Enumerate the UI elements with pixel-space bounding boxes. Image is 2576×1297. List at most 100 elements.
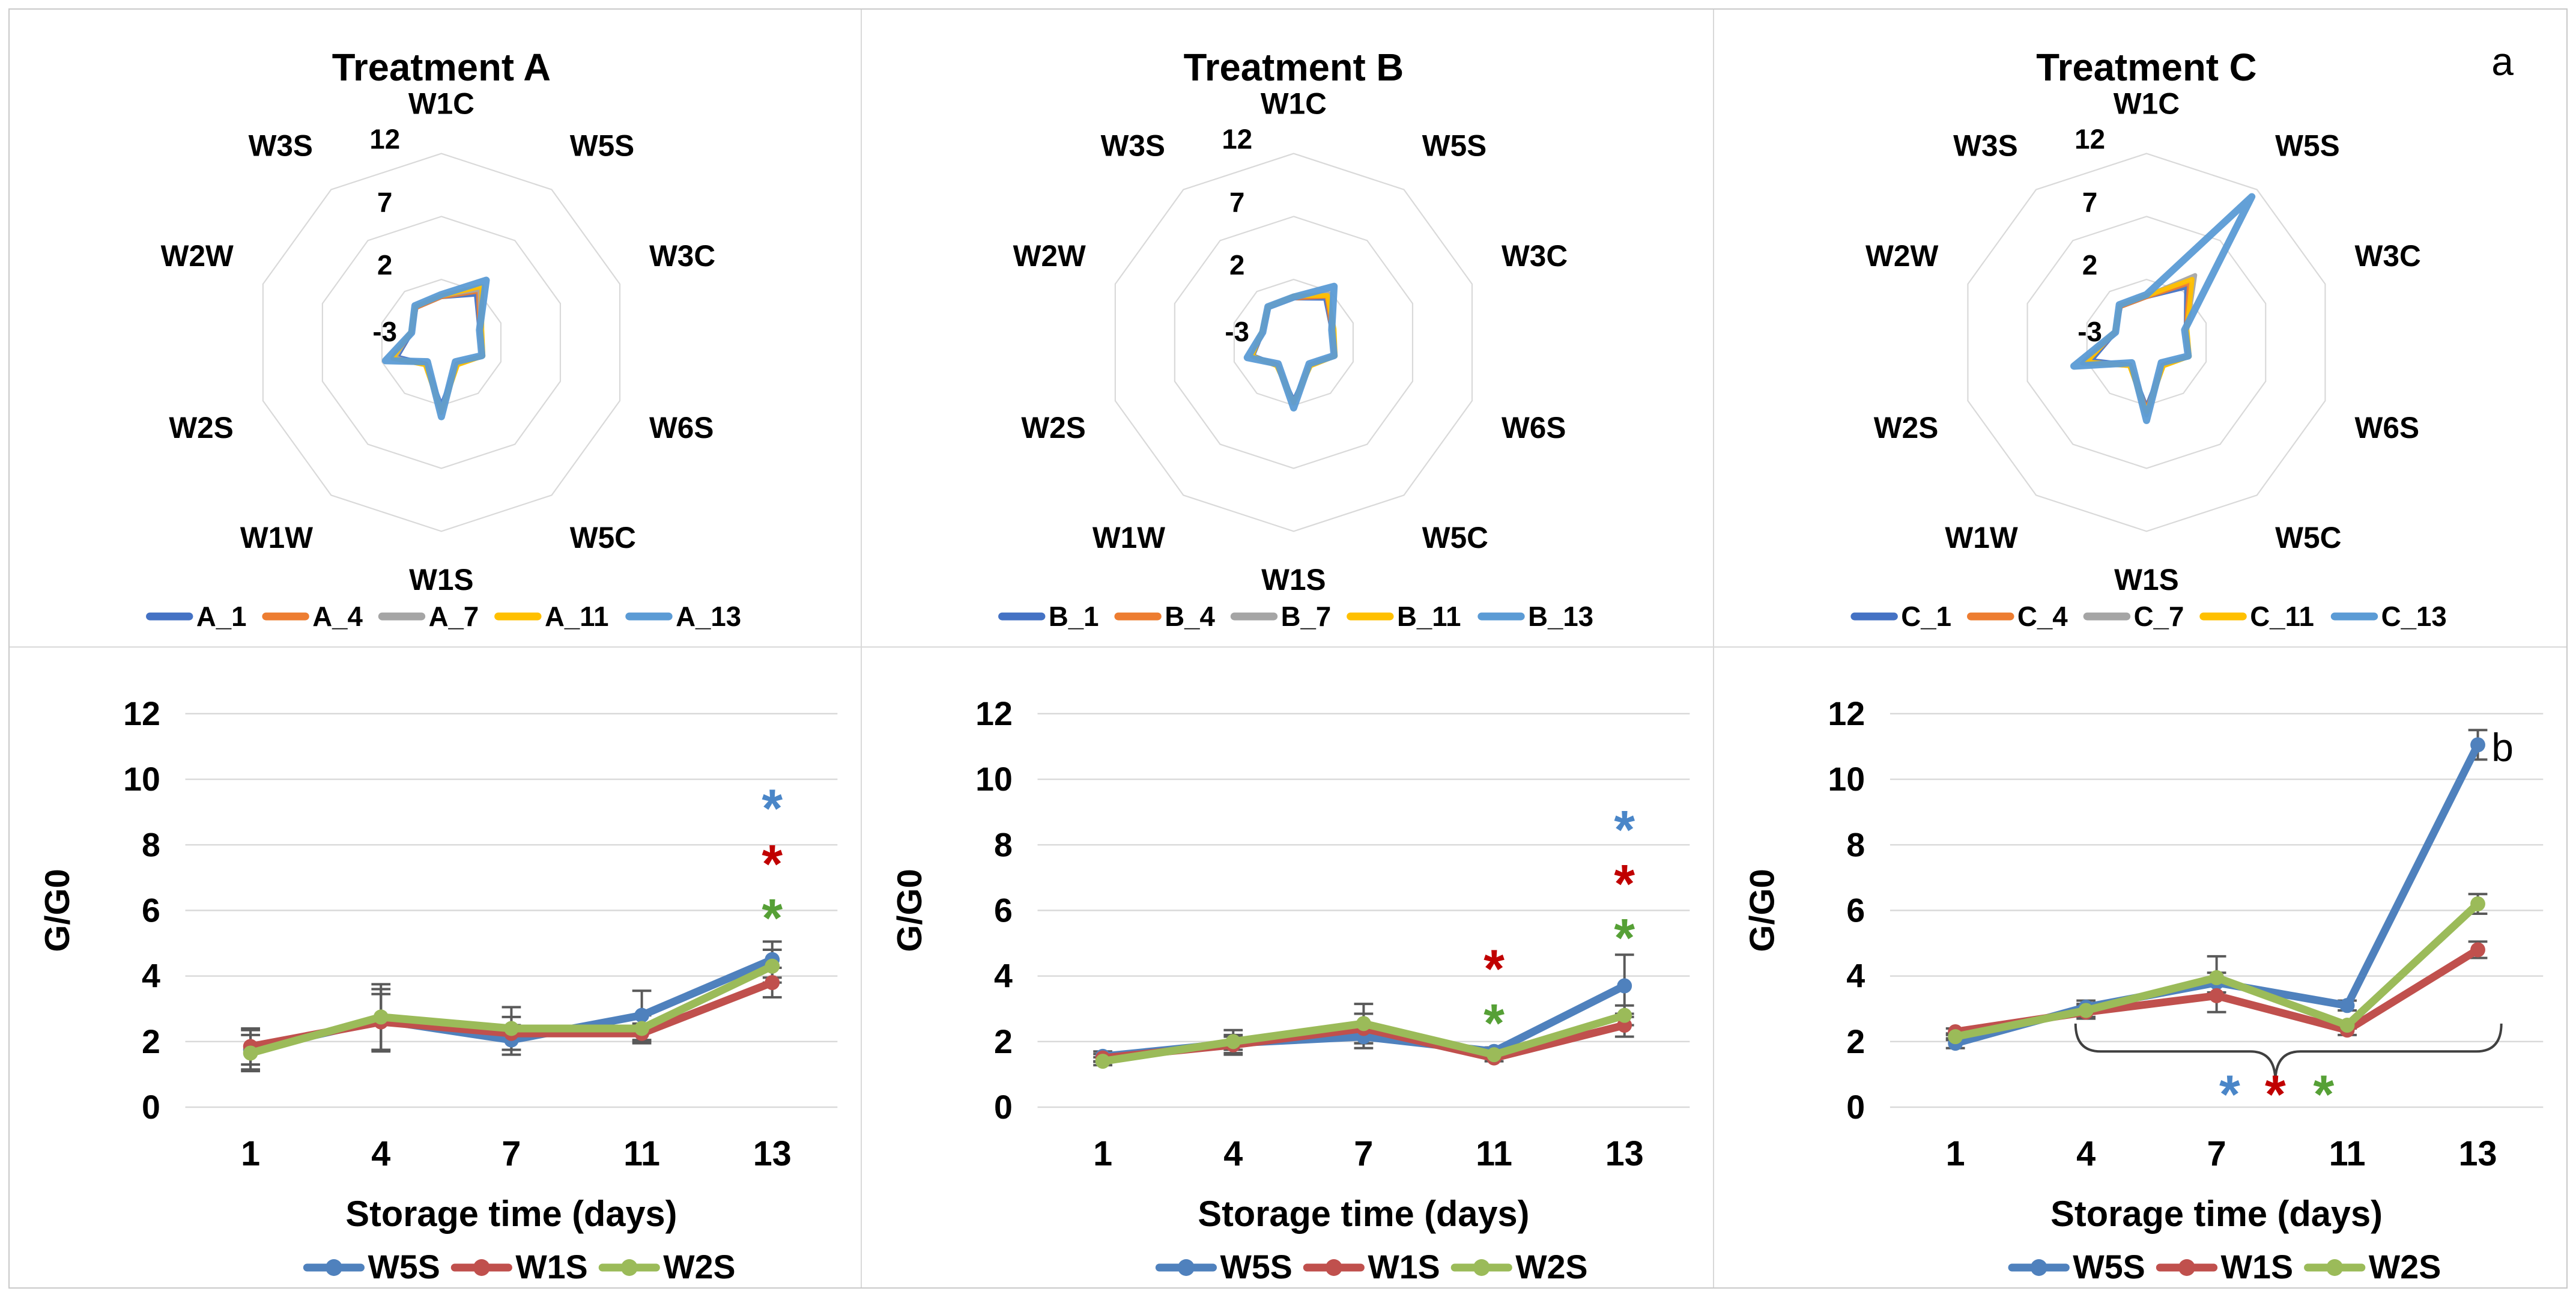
radar-axis-label-w3s: W3S xyxy=(249,129,313,162)
legend-item-W2S: W2S xyxy=(2304,1248,2441,1286)
legend-marker xyxy=(326,1259,342,1276)
radar-ring-7 xyxy=(2026,216,2267,469)
x-tick-label: 1 xyxy=(1093,1135,1112,1173)
radar-axis-label-w2w: W2W xyxy=(1013,239,1086,273)
legend-label: W1S xyxy=(1368,1248,1440,1286)
gridlines xyxy=(1037,712,1690,1108)
radar-axis-label-w1c: W1C xyxy=(1261,87,1327,121)
data-point-W2S xyxy=(634,1021,649,1036)
legend-item-B_7: B_7 xyxy=(1230,601,1331,632)
legend-label: C_13 xyxy=(2381,601,2447,632)
radar-axis-label-w2s: W2S xyxy=(169,411,233,445)
legend-label: W5S xyxy=(2073,1248,2145,1286)
legend-label: W2S xyxy=(2369,1248,2441,1286)
data-point-W2S xyxy=(243,1045,258,1061)
x-tick-label: 11 xyxy=(623,1135,660,1173)
legend-label: B_1 xyxy=(1049,601,1099,632)
line-panel-treatment-b: 0 2 4 6 8 10 12 G/G0 1 4 7 11 13 Storage time (days) *… xyxy=(862,648,1714,1287)
y-tick-label: 6 xyxy=(994,891,1013,929)
radar-axis-label-w5s: W5S xyxy=(1422,129,1487,162)
x-tick-label: 13 xyxy=(2459,1135,2497,1173)
significance-asterisk: * xyxy=(762,778,783,838)
radar-legend: A_1 A_4 A_7 A_11 A_13 xyxy=(146,601,741,632)
radar-series-A_13 xyxy=(381,276,490,421)
x-axis-title: Storage time (days) xyxy=(2050,1194,2383,1234)
x-axis-title: Storage time (days) xyxy=(345,1194,677,1234)
legend-label: A_1 xyxy=(196,601,247,632)
radar-tick-label: 7 xyxy=(2082,187,2097,217)
x-tick-label: 13 xyxy=(1605,1135,1644,1173)
y-axis-title: G/G0 xyxy=(1743,869,1781,952)
radar-ring-12 xyxy=(262,153,621,532)
panel-label-b: b xyxy=(2491,725,2514,770)
radar-chart-treatment-b: Treatment B 12 7 2 -3 W1C W5S W3C W6S W5C W1S W1W W2… xyxy=(998,46,1593,632)
line-legend: W5S W1S W2S xyxy=(303,1248,736,1286)
radar-series-B_13 xyxy=(1243,282,1338,412)
legend-item-C_11: C_11 xyxy=(2199,601,2314,632)
y-axis-title: G/G0 xyxy=(891,869,929,952)
line-chart-treatment-a: 0 2 4 6 8 10 12 G/G0 1 4 7 11 13 Storage time (days) *… xyxy=(38,695,838,1286)
data-point-W1S xyxy=(2209,988,2225,1003)
gridlines xyxy=(1890,712,2544,1108)
legend-label: A_7 xyxy=(429,601,479,632)
panel-label-a: a xyxy=(2491,39,2514,84)
legend-item-W1S: W1S xyxy=(450,1248,588,1286)
legend-label: W2S xyxy=(663,1248,735,1286)
legend-item-W5S: W5S xyxy=(303,1248,440,1286)
radar-axis-label-w1c: W1C xyxy=(2114,87,2180,121)
radar-tick-label: -3 xyxy=(1225,317,1249,347)
legend-label: W5S xyxy=(1220,1248,1292,1286)
radar-axis-label-w1w: W1W xyxy=(1945,521,2017,554)
radar-tick-label: 7 xyxy=(377,187,392,217)
significance-asterisk: * xyxy=(2314,1065,2335,1125)
legend-item-B_11: B_11 xyxy=(1347,601,1461,632)
legend-item-W1S: W1S xyxy=(1303,1248,1440,1286)
line-panel-treatment-a: 0 2 4 6 8 10 12 G/G0 1 4 7 11 13 Storage time (days) *… xyxy=(10,648,862,1287)
data-point-W5S xyxy=(634,1007,649,1023)
legend-item-W5S: W5S xyxy=(2008,1248,2145,1286)
radar-axis-label-w3c: W3C xyxy=(1502,239,1568,273)
legend-label: W2S xyxy=(1515,1248,1587,1286)
legend-item-C_7: C_7 xyxy=(2083,601,2184,632)
radar-gridlines xyxy=(1967,153,2326,532)
y-tick-label: 4 xyxy=(994,957,1013,994)
legend-label: W5S xyxy=(368,1248,440,1286)
radar-panel-treatment-b: Treatment B 12 7 2 -3 W1C W5S W3C W6S W5C W1S W1W W2… xyxy=(862,10,1714,648)
data-point-W5S xyxy=(2339,998,2355,1013)
x-tick-label: 1 xyxy=(241,1135,260,1173)
x-tick-label: 4 xyxy=(1223,1135,1243,1173)
legend-label: A_13 xyxy=(676,601,741,632)
x-tick-label: 4 xyxy=(371,1135,390,1173)
radar-tick-label: 2 xyxy=(377,250,392,281)
radar-panel-treatment-c: a Treatment C 12 7 2 -3 W1C W5S W3C W6S W5C W1S W1W… xyxy=(1714,10,2566,648)
legend-marker xyxy=(620,1259,638,1276)
radar-tick-label: 2 xyxy=(1229,250,1244,281)
radar-axis-label-w6s: W6S xyxy=(649,411,714,445)
x-tick-label: 7 xyxy=(502,1135,521,1173)
data-point-W2S xyxy=(1225,1034,1241,1049)
radar-axis-label-w3s: W3S xyxy=(1953,129,2018,163)
legend-item-W5S: W5S xyxy=(1155,1248,1293,1286)
legend-marker xyxy=(1325,1259,1342,1276)
legend-item-A_7: A_7 xyxy=(378,601,479,632)
radar-ring-7 xyxy=(1174,216,1414,469)
radar-legend: B_1 B_4 B_7 B_11 B_13 xyxy=(998,601,1593,632)
significance-asterisk: * xyxy=(762,888,783,948)
significance-asterisk: * xyxy=(1614,853,1635,913)
legend-label: C_11 xyxy=(2250,601,2314,632)
legend-marker xyxy=(473,1259,490,1276)
radar-ring-7 xyxy=(321,216,562,469)
data-point-W2S xyxy=(1948,1029,1963,1045)
y-tick-label: 10 xyxy=(975,761,1013,798)
legend-item-W2S: W2S xyxy=(598,1248,736,1286)
legend-marker xyxy=(1178,1259,1195,1276)
radar-axis-label-w5s: W5S xyxy=(2275,129,2340,163)
significance-asterisk: * xyxy=(1483,938,1505,998)
y-tick-label: 6 xyxy=(1846,891,1865,929)
legend-label: C_1 xyxy=(1901,601,1951,632)
legend-marker xyxy=(1473,1259,1490,1276)
y-tick-label: 12 xyxy=(1828,694,1865,732)
radar-ring-12 xyxy=(1967,153,2326,532)
significance-asterisk: * xyxy=(762,834,783,894)
y-tick-label: 8 xyxy=(994,826,1013,863)
